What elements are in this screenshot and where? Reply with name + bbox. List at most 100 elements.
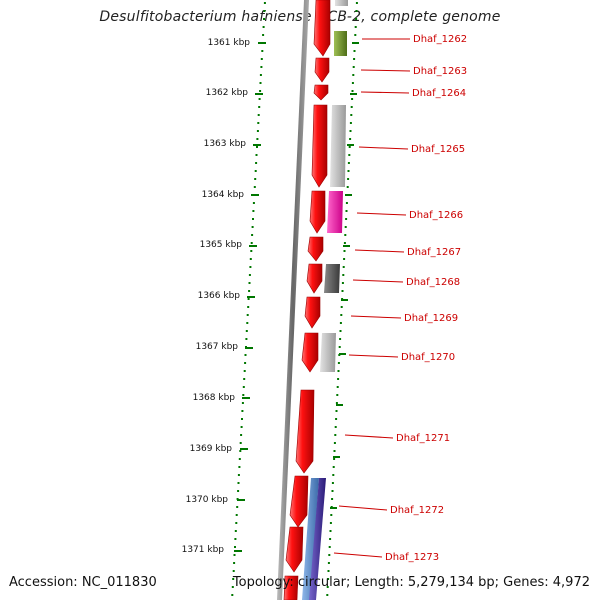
ruler-dot: [243, 370, 246, 372]
gene-label[interactable]: Dhaf_1268: [406, 277, 460, 288]
cds-arrow[interactable]: [313, 0, 331, 57]
ruler-dot: [249, 266, 252, 268]
ruler-dot: [339, 338, 342, 340]
gene-label[interactable]: Dhaf_1273: [385, 552, 439, 563]
gene-label[interactable]: Dhaf_1271: [396, 433, 450, 444]
category-block: [309, 478, 326, 600]
category-block: [324, 264, 340, 293]
ruler-dot: [342, 274, 345, 276]
ruler-dot: [345, 202, 348, 204]
ruler-dot: [231, 586, 234, 588]
cds-arrow[interactable]: [314, 57, 330, 83]
cds-arrow[interactable]: [307, 236, 324, 262]
ruler-dot: [251, 234, 254, 236]
genome-backbone: [277, 0, 309, 600]
ruler-dot: [343, 258, 346, 260]
cds-arrow[interactable]: [301, 332, 319, 373]
ruler-dot: [252, 202, 255, 204]
ruler-dot: [241, 410, 244, 412]
ruler-dot: [327, 562, 330, 564]
ruler-dot: [330, 514, 333, 516]
ruler-dot: [248, 274, 251, 276]
category-block: [334, 31, 347, 56]
cds-arrow[interactable]: [304, 296, 321, 329]
gene-label[interactable]: Dhaf_1272: [390, 505, 444, 516]
ruler-dot: [331, 490, 334, 492]
cds-arrow[interactable]: [311, 104, 328, 188]
ruler-dot: [341, 282, 344, 284]
ruler-dot: [246, 322, 249, 324]
ruler-dot: [347, 162, 350, 164]
ruler-dot: [237, 474, 240, 476]
cds-arrow[interactable]: [306, 263, 323, 294]
gene-label[interactable]: Dhaf_1263: [413, 66, 467, 77]
ruler-dot: [349, 138, 352, 140]
gene-label[interactable]: Dhaf_1270: [401, 352, 455, 363]
ruler-dot: [349, 122, 352, 124]
ruler-dot: [351, 90, 354, 92]
gene-label[interactable]: Dhaf_1269: [404, 313, 458, 324]
ruler-dot: [237, 482, 240, 484]
scale-tick-label: 1368 kbp: [193, 393, 236, 403]
ruler-dot: [235, 514, 238, 516]
gene-label[interactable]: Dhaf_1266: [409, 210, 463, 221]
ruler-dot: [333, 458, 336, 460]
ruler-dot: [327, 578, 330, 580]
ruler-dot: [258, 98, 261, 100]
ruler-dot: [326, 586, 329, 588]
ruler-dot: [245, 330, 248, 332]
ruler-dot: [348, 154, 351, 156]
ruler-dot: [334, 434, 337, 436]
ruler-dot: [335, 410, 338, 412]
cds-arrow[interactable]: [309, 190, 326, 234]
cds-arrow[interactable]: [283, 575, 299, 600]
ruler-dot: [353, 58, 356, 60]
ruler-dot: [339, 322, 342, 324]
cds-arrow[interactable]: [295, 389, 315, 474]
ruler-dot: [259, 90, 262, 92]
ruler-dot: [240, 434, 243, 436]
ruler-dot: [247, 306, 250, 308]
ruler-dot: [239, 450, 242, 452]
category-blocks: [302, 0, 348, 600]
ruler-dot: [263, 10, 266, 12]
ruler-dot: [262, 26, 265, 28]
cds-arrow[interactable]: [313, 84, 329, 101]
ruler-dot: [354, 26, 357, 28]
category-block: [302, 478, 319, 600]
gene-label[interactable]: Dhaf_1265: [411, 144, 465, 155]
ruler-dot: [349, 130, 352, 132]
ruler-dot: [343, 250, 346, 252]
ruler-dot: [345, 218, 348, 220]
ruler-dot: [335, 402, 338, 404]
category-block: [320, 333, 336, 372]
gene-label[interactable]: Dhaf_1267: [407, 247, 461, 258]
ruler-dot: [249, 258, 252, 260]
ruler-dot: [335, 418, 338, 420]
cds-arrow[interactable]: [285, 526, 304, 573]
ruler-dot: [346, 186, 349, 188]
ruler-dot: [232, 570, 235, 572]
scale-tick-label: 1369 kbp: [190, 444, 233, 454]
ruler-dot: [339, 330, 342, 332]
cds-arrow[interactable]: [289, 475, 309, 528]
category-block: [335, 0, 348, 6]
ruler-dot: [336, 394, 339, 396]
category-block: [327, 191, 343, 233]
ruler-dot: [256, 138, 259, 140]
ruler-dot: [328, 554, 331, 556]
ruler-dot: [351, 82, 354, 84]
ruler-dot: [255, 162, 258, 164]
ruler-dot: [237, 490, 240, 492]
ruler-dot: [250, 250, 253, 252]
ruler-dot: [352, 74, 355, 76]
gene-labels: Dhaf_1262 Dhaf_1263 Dhaf_1264 Dhaf_1265 …: [385, 34, 467, 563]
gene-label[interactable]: Dhaf_1264: [412, 88, 466, 99]
ruler-dot: [259, 82, 262, 84]
ruler-dot: [350, 114, 353, 116]
ruler-dot: [245, 338, 248, 340]
ruler-dot: [340, 314, 343, 316]
scale-tick-label: 1363 kbp: [204, 139, 247, 149]
gene-label[interactable]: Dhaf_1262: [413, 34, 467, 45]
